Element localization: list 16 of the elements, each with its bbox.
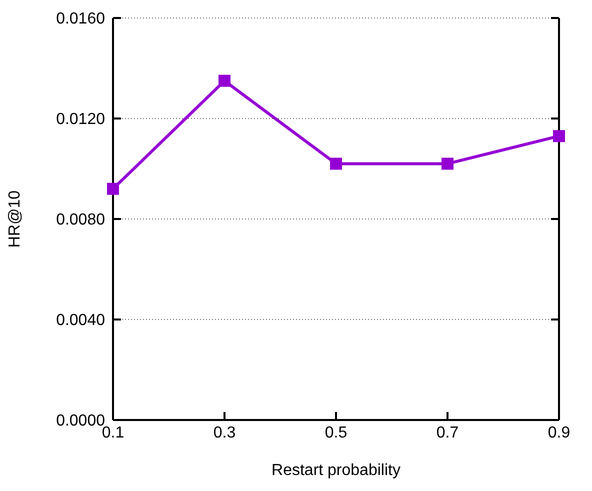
x-tick-label: 0.9 [548, 424, 570, 442]
y-axis-title: HR@10 [6, 190, 24, 248]
point [442, 158, 454, 170]
point [107, 182, 119, 195]
x-tick-label: 0.5 [324, 424, 348, 442]
x-tick-label: 0.1 [102, 424, 124, 442]
x-tick-label: 0.7 [436, 424, 459, 442]
x-tick-label: 0.3 [213, 424, 236, 442]
y-tick-label: 0.0080 [56, 212, 106, 229]
y-tick-label: 0.0040 [56, 312, 106, 330]
y-tick-label: 0.0160 [56, 10, 106, 28]
x-axis-title: Restart probability [272, 462, 400, 479]
point [330, 158, 342, 170]
y-tick-label: 0.0120 [56, 111, 106, 128]
point [218, 74, 230, 87]
point [553, 130, 565, 142]
